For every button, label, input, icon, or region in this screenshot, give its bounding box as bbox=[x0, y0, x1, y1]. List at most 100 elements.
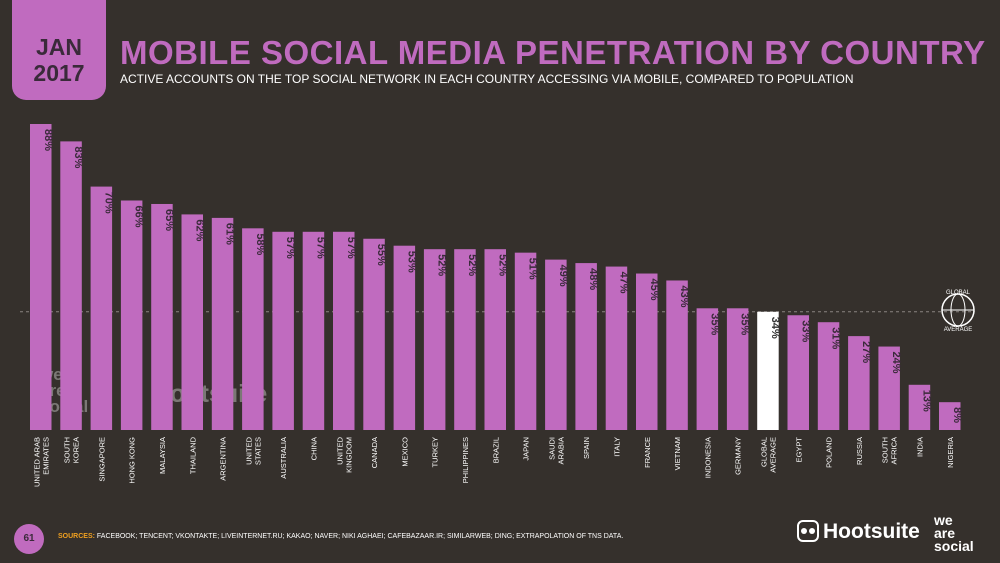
bar bbox=[696, 308, 719, 430]
bar bbox=[242, 228, 264, 430]
was-line-2: are bbox=[934, 525, 956, 541]
data-label: 31% bbox=[830, 327, 842, 349]
category-label: CHINA bbox=[309, 437, 318, 460]
date-month: JAN bbox=[35, 34, 82, 60]
category-label: SINGAPORE bbox=[97, 437, 106, 482]
bar bbox=[120, 200, 143, 430]
category-label: JAPAN bbox=[522, 437, 531, 461]
category-label: INDONESIA bbox=[703, 437, 712, 478]
data-label: 83% bbox=[72, 146, 84, 168]
data-label: 51% bbox=[527, 258, 539, 280]
data-label: 61% bbox=[224, 223, 236, 245]
category-label: MEXICO bbox=[400, 437, 409, 467]
data-label: 88% bbox=[42, 129, 54, 151]
bar bbox=[757, 311, 779, 430]
data-label: 49% bbox=[557, 265, 569, 287]
data-label: 52% bbox=[436, 254, 448, 276]
was-line-1: we bbox=[934, 512, 953, 528]
category-label: UNITED bbox=[335, 436, 344, 465]
page-number: 61 bbox=[14, 524, 44, 554]
category-label: MALAYSIA bbox=[158, 437, 167, 474]
category-label: EGYPT bbox=[794, 437, 803, 463]
was-line-3: social bbox=[934, 538, 974, 554]
category-label: UNITED ARAB bbox=[32, 437, 41, 487]
we-are-social-logo: we are social bbox=[934, 512, 974, 554]
bar bbox=[726, 308, 749, 430]
category-label: EMIRATES bbox=[41, 437, 50, 475]
category-label: TURKEY bbox=[431, 437, 440, 467]
data-label: 27% bbox=[860, 341, 872, 363]
data-label: 66% bbox=[133, 206, 145, 228]
bar bbox=[878, 346, 900, 430]
category-label: SPAIN bbox=[582, 437, 591, 459]
bar bbox=[211, 217, 234, 430]
category-label: STATES bbox=[253, 437, 262, 465]
data-label: 8% bbox=[951, 407, 963, 423]
sources-label: SOURCES: bbox=[58, 533, 95, 540]
data-label: 33% bbox=[799, 320, 811, 342]
bar bbox=[787, 315, 809, 430]
data-label: 45% bbox=[648, 279, 660, 301]
data-label: 53% bbox=[405, 251, 417, 273]
owl-icon bbox=[797, 520, 819, 542]
bar bbox=[939, 402, 961, 430]
category-label: FRANCE bbox=[643, 437, 652, 468]
data-label: 62% bbox=[193, 219, 205, 241]
category-label: UNITED bbox=[244, 436, 253, 465]
data-label: 57% bbox=[345, 237, 357, 259]
page-title: MOBILE SOCIAL MEDIA PENETRATION BY COUNT… bbox=[120, 34, 986, 71]
data-label: 35% bbox=[739, 313, 751, 335]
category-label: SOUTH bbox=[881, 437, 890, 463]
category-label: CANADA bbox=[370, 437, 379, 468]
bar bbox=[605, 266, 628, 430]
bar bbox=[575, 263, 597, 430]
category-label: NIGERIA bbox=[946, 437, 955, 468]
bar bbox=[30, 124, 52, 430]
category-label: AVERAGE bbox=[768, 437, 777, 473]
bar bbox=[454, 249, 476, 430]
bar bbox=[363, 238, 385, 430]
category-label: ARGENTINA bbox=[219, 437, 228, 481]
category-label: INDIA bbox=[915, 437, 924, 457]
data-label: 13% bbox=[920, 390, 932, 412]
data-label: 24% bbox=[890, 352, 902, 374]
data-label: 52% bbox=[496, 254, 508, 276]
bar bbox=[636, 273, 658, 430]
bar bbox=[60, 141, 82, 431]
category-label: GERMANY bbox=[734, 437, 743, 475]
category-label: VIETNAM bbox=[673, 437, 682, 470]
data-label: 48% bbox=[587, 268, 599, 290]
category-label: BRAZIL bbox=[491, 437, 500, 463]
bar bbox=[848, 336, 870, 430]
data-label: 43% bbox=[678, 285, 690, 307]
data-label: 65% bbox=[163, 209, 175, 231]
data-label: 34% bbox=[769, 317, 781, 339]
category-label: RUSSIA bbox=[855, 437, 864, 465]
data-label: 70% bbox=[102, 192, 114, 214]
bar bbox=[908, 384, 931, 430]
bar bbox=[302, 231, 325, 430]
global-average-label-1: GLOBAL bbox=[946, 290, 971, 296]
bar bbox=[545, 259, 567, 430]
data-label: 52% bbox=[466, 254, 478, 276]
bar bbox=[90, 186, 113, 430]
bar bbox=[817, 322, 840, 430]
category-label: AFRICA bbox=[890, 437, 899, 465]
bar bbox=[272, 231, 294, 430]
category-label: ITALY bbox=[612, 437, 621, 457]
category-label: KINGDOM bbox=[344, 437, 353, 473]
data-label: 57% bbox=[314, 237, 326, 259]
hootsuite-logo: Hootsuite bbox=[797, 520, 920, 544]
bar bbox=[514, 252, 537, 430]
bar bbox=[181, 214, 203, 430]
data-label: 58% bbox=[254, 233, 266, 255]
bar bbox=[666, 280, 688, 430]
bar bbox=[333, 231, 355, 430]
bar bbox=[393, 245, 416, 430]
bar bbox=[151, 203, 173, 430]
category-label: AUSTRALIA bbox=[279, 437, 288, 479]
category-label: GLOBAL bbox=[759, 437, 768, 467]
hootsuite-logo-text: Hootsuite bbox=[823, 520, 920, 543]
sources-text: FACEBOOK; TENCENT; VKONTAKTE; LIVEINTERN… bbox=[96, 533, 624, 540]
